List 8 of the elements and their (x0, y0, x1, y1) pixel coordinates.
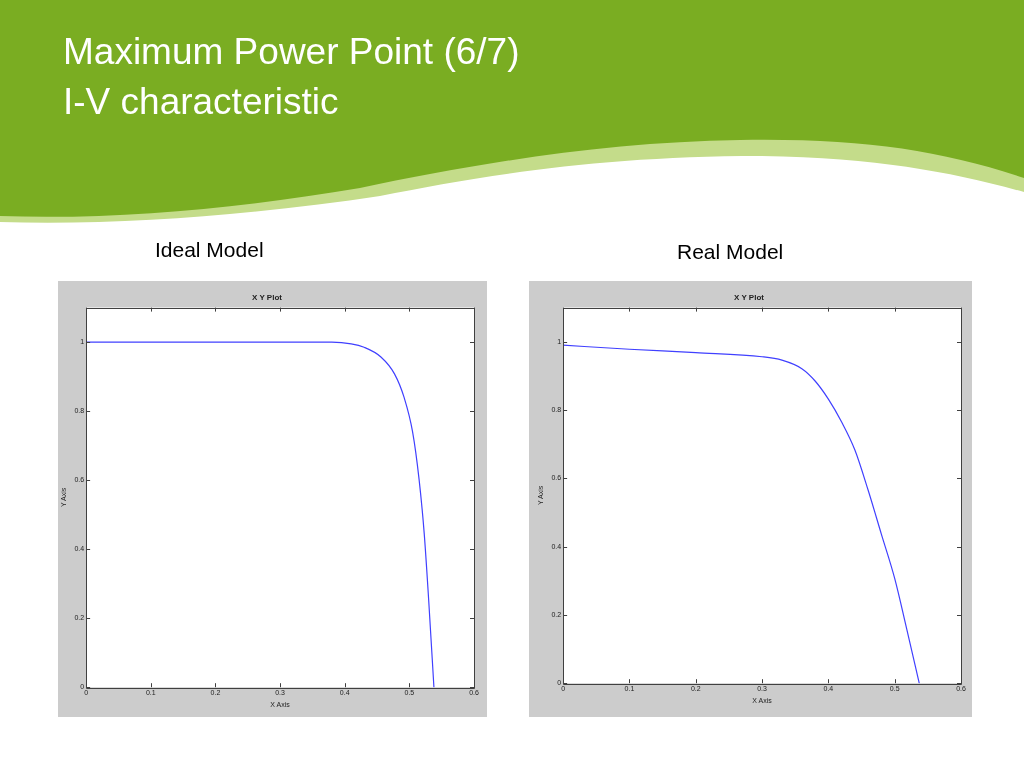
chart-subtitle: X Y Plot (734, 293, 765, 302)
chart-title: Real Model (677, 240, 784, 264)
text: Maximum Power Point (6/7) (63, 30, 520, 74)
line-series (563, 344, 920, 684)
line-series (86, 341, 435, 688)
chart-title: Ideal Model (155, 238, 264, 262)
chart-subtitle: X Y Plot (252, 293, 283, 302)
text: I-V characteristic (63, 80, 339, 124)
